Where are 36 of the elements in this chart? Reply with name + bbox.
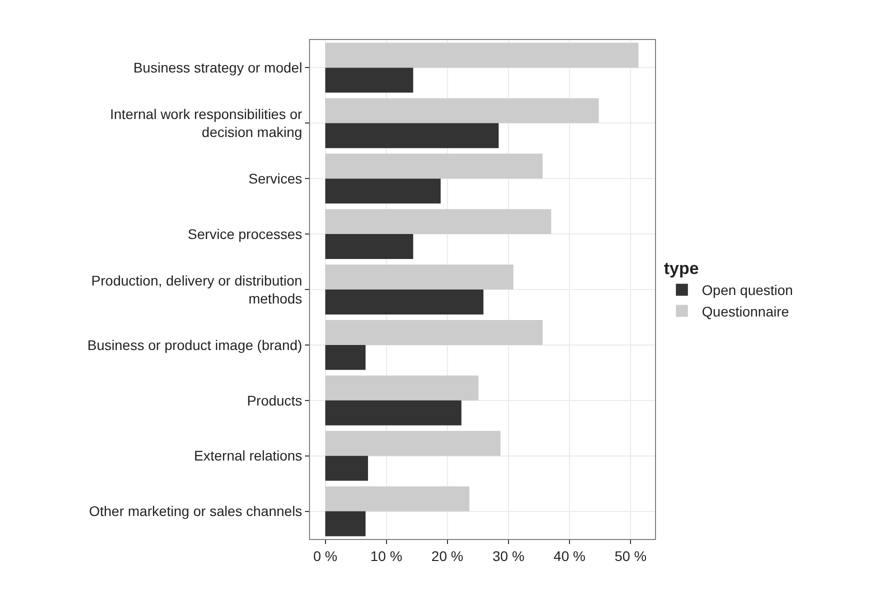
- x-tick-label: 0 %: [313, 548, 338, 564]
- x-tick-label: 30 %: [492, 548, 524, 564]
- y-tick-label: Business or product image (brand): [87, 336, 302, 353]
- bar: [325, 42, 639, 68]
- bar: [325, 375, 479, 400]
- bar: [325, 68, 414, 93]
- bar: [325, 486, 470, 512]
- legend-label: Questionnaire: [702, 303, 790, 320]
- bar: [325, 344, 366, 370]
- bar: [325, 430, 501, 456]
- bar: [325, 456, 368, 481]
- bar: [325, 178, 441, 204]
- bar: [325, 154, 543, 179]
- y-tick-label: Other marketing or sales channels: [88, 503, 302, 520]
- bar: [325, 400, 462, 426]
- y-tick-label: Service processes: [188, 226, 302, 242]
- y-tick-label: Products: [246, 392, 302, 408]
- bar: [325, 264, 514, 290]
- y-tick-label: Production, delivery or distribution methods: [91, 272, 302, 306]
- bar: [325, 209, 552, 234]
- y-tick-label: External relations: [194, 448, 302, 464]
- y-tick-label: Internal work responsibilities or decision making: [110, 106, 303, 140]
- bar: [325, 290, 484, 314]
- x-tick-label: 50 %: [614, 548, 647, 564]
- x-tick-label: 10 %: [370, 548, 402, 564]
- legend-label: Open question: [702, 282, 793, 298]
- legend-title: type: [664, 259, 699, 278]
- bar: [325, 123, 499, 148]
- y-tick-label: Business strategy or model: [133, 60, 302, 76]
- bar: [325, 320, 543, 345]
- bar: [325, 511, 366, 536]
- x-tick-label: 40 %: [554, 548, 586, 564]
- bar: [325, 98, 599, 124]
- bar: [325, 234, 414, 260]
- y-tick-label: Services: [248, 170, 302, 187]
- x-tick-label: 20 %: [431, 548, 464, 564]
